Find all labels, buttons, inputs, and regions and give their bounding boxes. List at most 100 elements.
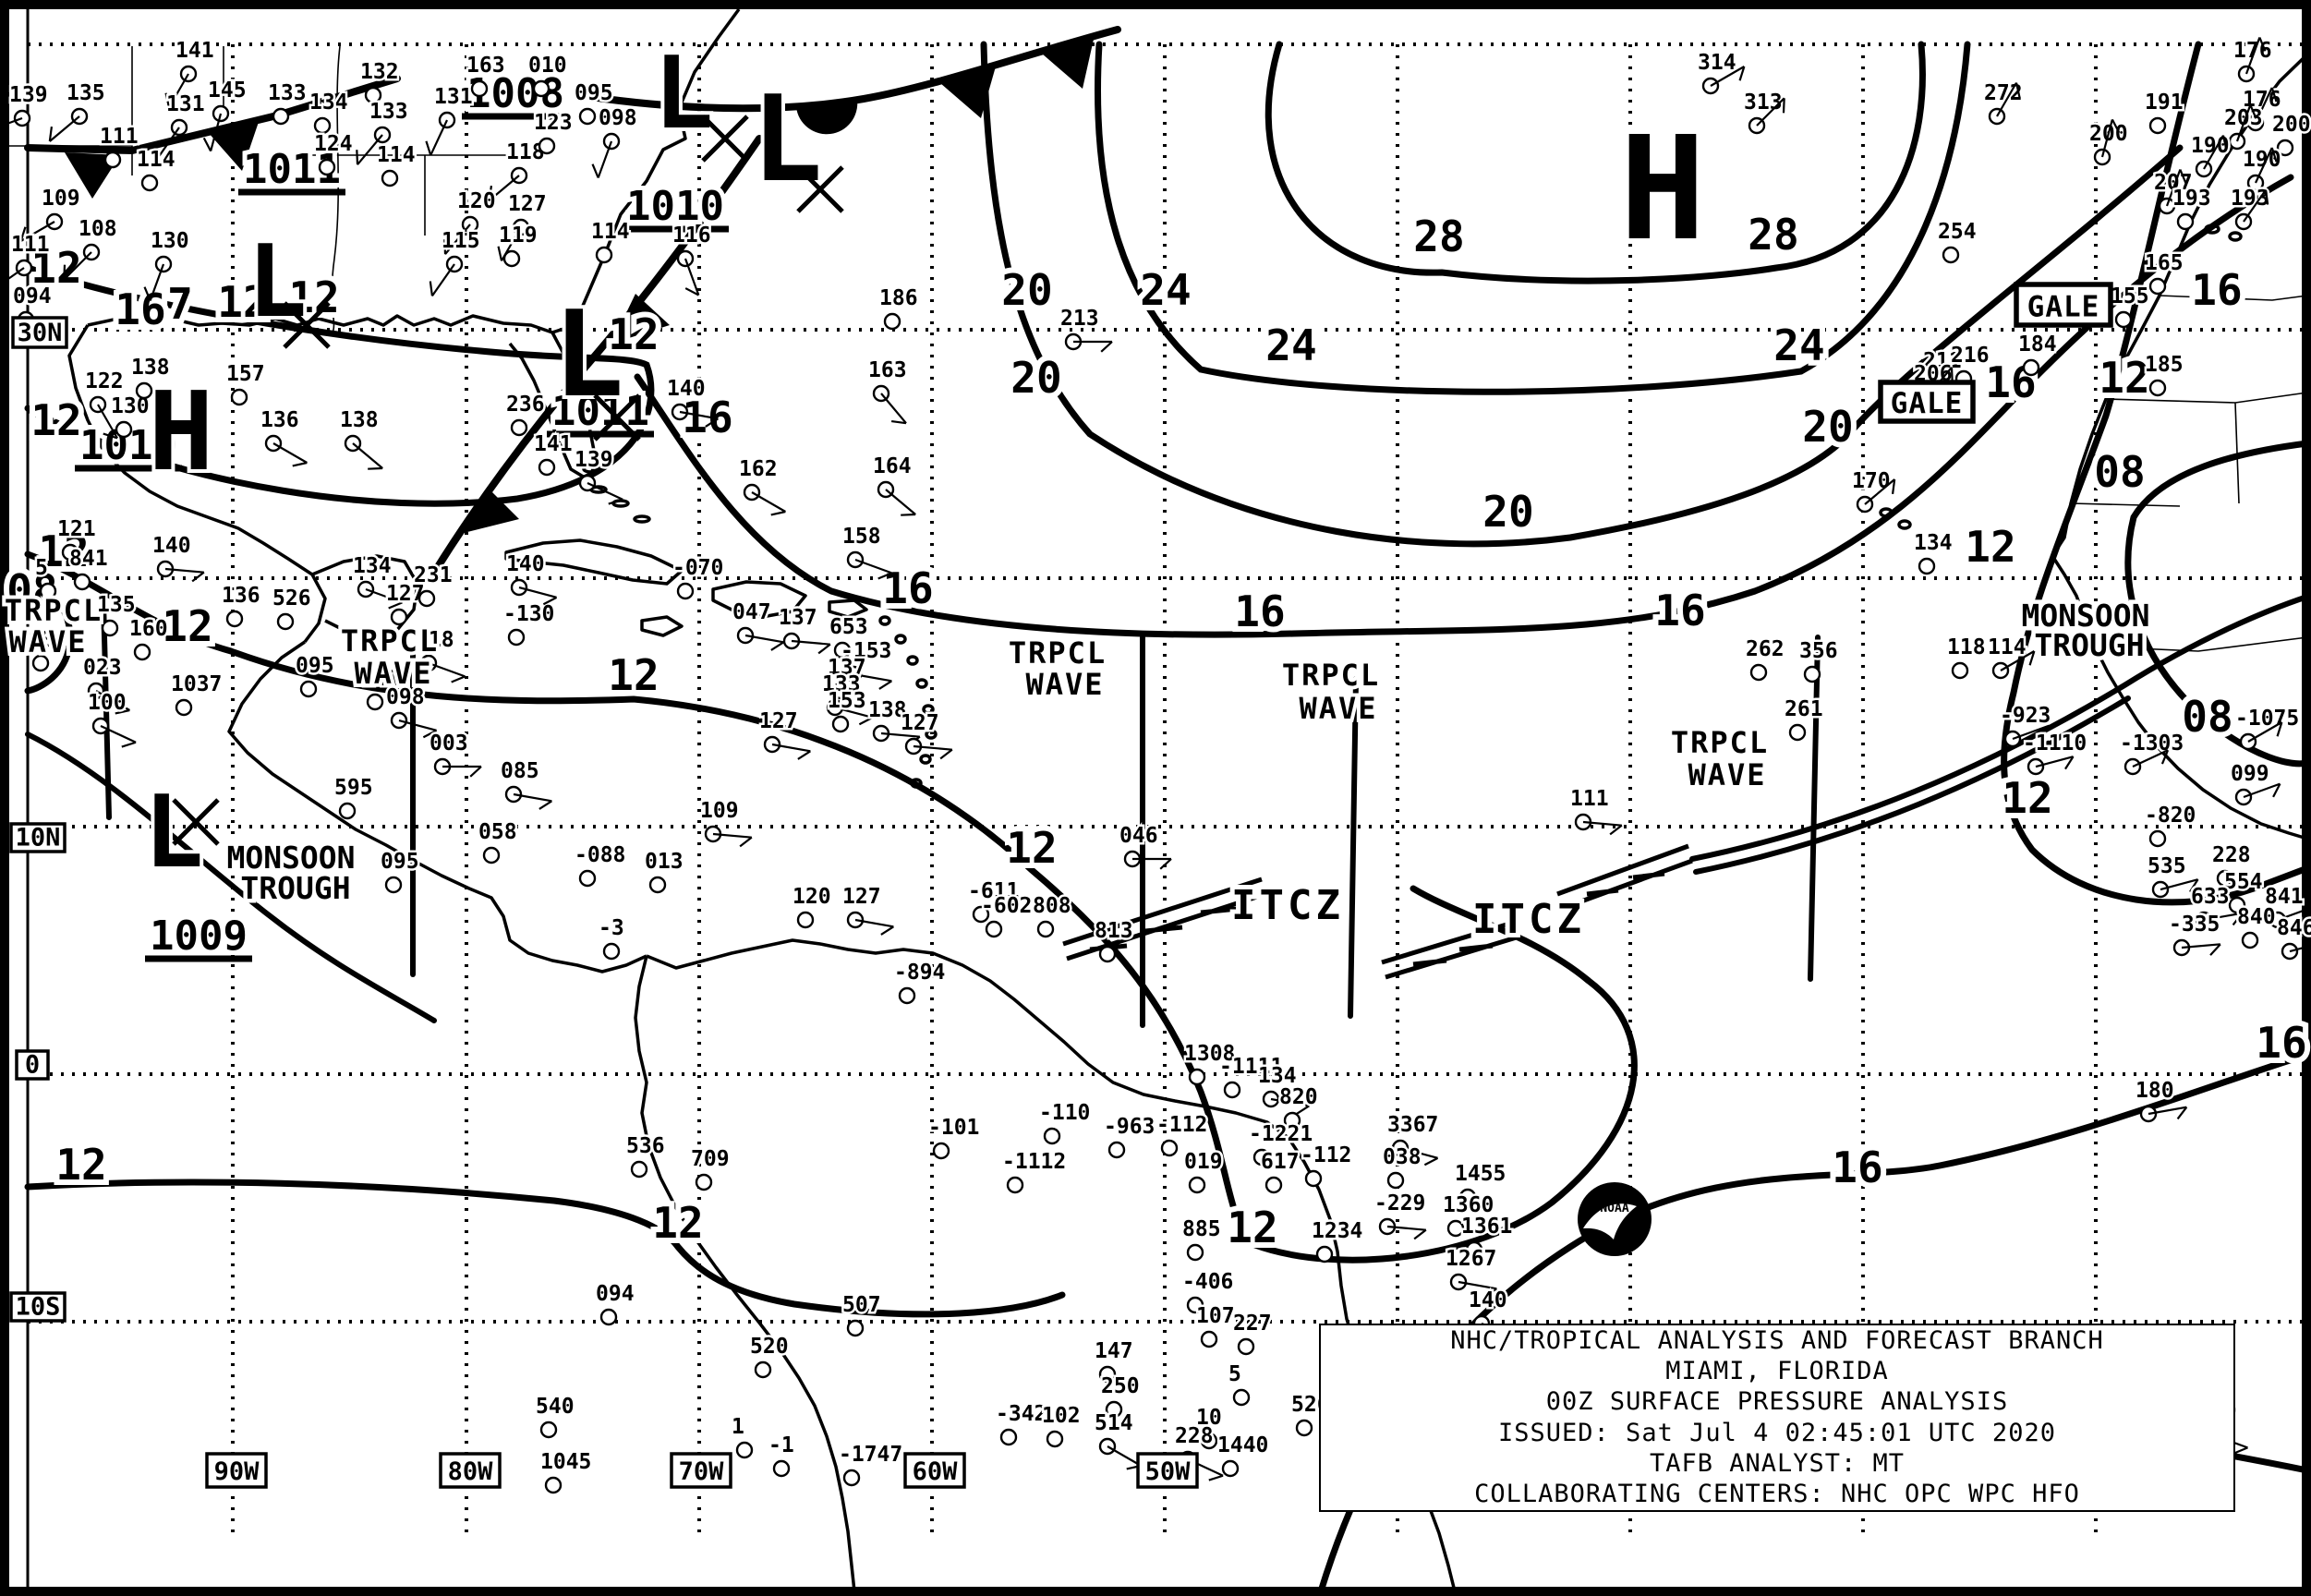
station-value: 115 — [442, 229, 480, 253]
annotation-wave: WAVE — [1299, 691, 1377, 726]
station-circle — [1918, 557, 1936, 575]
latitude-box — [15, 1049, 50, 1081]
wind-barb-feather — [890, 419, 907, 425]
station-plot: 094 — [11, 283, 54, 329]
station-circle — [1188, 1176, 1206, 1194]
station-plot: 617 — [1259, 1148, 1301, 1194]
wind-barb — [95, 690, 130, 711]
station-plot: 058 — [477, 818, 519, 864]
station-plot: -229 — [1373, 1190, 1428, 1240]
annotation-itcz: ITCZ — [1231, 882, 1344, 929]
station-value: 114 — [591, 220, 630, 244]
station-plot: 010 — [526, 52, 569, 98]
station-plot: -894 — [892, 959, 948, 1005]
annotation-wave: WAVE — [354, 656, 432, 691]
wind-barb-feather — [858, 716, 874, 726]
station-circle — [502, 249, 521, 268]
station-value: 1440 — [1217, 1433, 1268, 1457]
station-value: 140 — [1469, 1288, 1507, 1312]
wind-barb — [513, 792, 552, 803]
station-plot: -406 — [1180, 1268, 1236, 1314]
station-plot: 595 — [333, 774, 375, 820]
wind-barb — [1756, 97, 1785, 127]
station-value: 228 — [1175, 1424, 1214, 1448]
wind-barb-feather — [1159, 858, 1172, 870]
wind-barb — [431, 263, 455, 297]
isobar-label: 16 — [1234, 586, 1285, 636]
wind-barb-feather — [1423, 1156, 1439, 1167]
station-value: 1 — [732, 1415, 744, 1439]
station-value: -070 — [672, 556, 723, 580]
station-circle — [898, 986, 916, 1005]
station-circle — [1283, 1111, 1301, 1130]
station-value: 262 — [1746, 637, 1785, 661]
isobar-label: 20 — [1482, 487, 1533, 537]
station-circle — [1465, 1240, 1483, 1259]
wind-barb-feather — [538, 800, 552, 810]
station-plot: 111 — [98, 123, 140, 169]
pressure-center-label: 1011 — [551, 388, 649, 435]
wind-barb — [1582, 820, 1622, 827]
station-value: 200 — [2089, 122, 2128, 146]
wind-barb-feather — [2276, 721, 2283, 737]
station-value: 137 — [828, 656, 866, 680]
station-circle — [2148, 116, 2167, 135]
wind-barb-feather — [2028, 650, 2036, 666]
wind-barb-feather — [1100, 341, 1113, 353]
wind-barb-feather — [1738, 66, 1746, 81]
wind-barb — [2132, 749, 2169, 768]
station-plot: 520 — [748, 1333, 791, 1379]
wind-barb-feather — [63, 264, 67, 280]
longitude-label: 90W — [214, 1457, 260, 1486]
station-circle — [1295, 1419, 1313, 1437]
station-circle — [932, 1142, 950, 1160]
station-plot: 111 — [0, 231, 52, 286]
wind-barb — [597, 140, 613, 178]
station-plot: 127 — [841, 883, 894, 936]
wind-barb — [2235, 104, 2252, 142]
station-value: 127 — [901, 711, 939, 735]
station-plot: 5 — [1227, 1360, 1251, 1407]
station-plot: 514 — [1093, 1409, 1142, 1470]
station-value: 540 — [536, 1395, 575, 1419]
station-plot: 138 — [866, 696, 921, 747]
wind-barb-feather — [901, 513, 916, 516]
station-value: 1455 — [1455, 1162, 1506, 1186]
wind-barb — [168, 73, 189, 108]
isobar-label: 16 — [2191, 265, 2242, 315]
station-value: 133 — [369, 100, 408, 124]
station-plot: 140 — [504, 550, 558, 606]
wind-barb — [2255, 147, 2273, 184]
station-plot: 191 — [2143, 89, 2185, 135]
isobar-label: 12 — [608, 309, 659, 359]
station-plot: 109 — [19, 185, 82, 242]
station-value: 595 — [334, 776, 373, 800]
station-circle — [470, 79, 489, 98]
station-value: 10 — [1196, 1406, 1222, 1430]
station-value: 085 — [501, 759, 539, 783]
wind-barb — [489, 175, 520, 201]
wind-barb-feather — [2264, 189, 2269, 205]
station-value: 885 — [1182, 1217, 1221, 1241]
wind-barb — [880, 732, 920, 738]
station-plot: 138 — [129, 354, 172, 400]
wind-barb — [771, 743, 811, 753]
station-value: 160 — [129, 617, 168, 641]
station-plot: 5 — [33, 554, 57, 600]
wind-barb-feather — [797, 750, 811, 760]
station-value: -1221 — [1249, 1122, 1313, 1146]
isobar-label: 12 — [2099, 353, 2149, 403]
station-circle — [364, 86, 382, 104]
station-value: 140 — [506, 552, 545, 576]
wind-barb-feather — [1208, 1474, 1224, 1481]
station-plot: 118 — [1945, 634, 1988, 680]
station-plot: 813 — [1093, 917, 1135, 963]
isobar-label: 16 — [2256, 1018, 2306, 1068]
station-value: 3367 — [1387, 1113, 1438, 1137]
station-value: 124 — [314, 132, 353, 156]
isobar-label: 12 — [652, 1198, 703, 1248]
station-value: 139 — [9, 83, 48, 107]
station-plot: -1 — [767, 1432, 796, 1478]
station-circle — [972, 905, 990, 924]
station-plot: 820 — [1277, 1083, 1320, 1130]
